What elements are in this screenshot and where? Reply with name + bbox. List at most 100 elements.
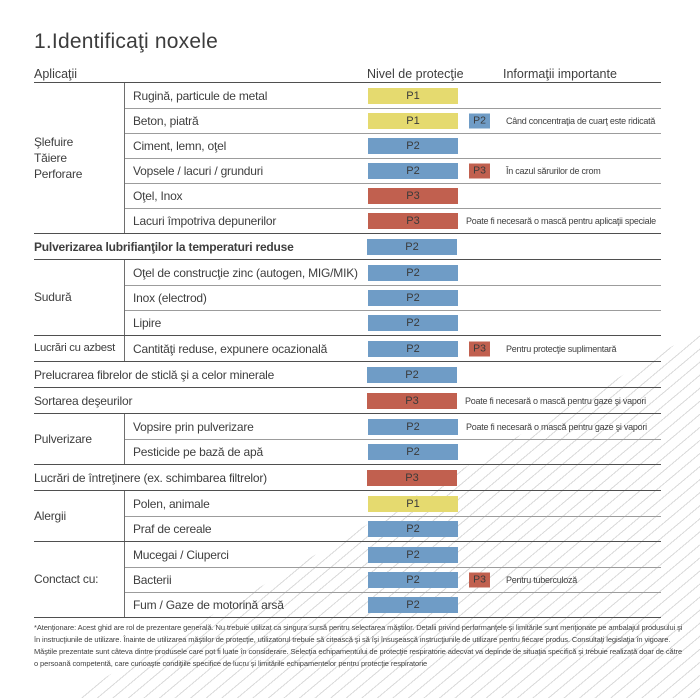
table-row: Oţel, Inox P3	[125, 183, 661, 208]
protection-badge: P1	[368, 113, 458, 129]
section-pulverizarea-lubrifiantilor: Pulverizarea lubrifianţilor la temperatu…	[34, 234, 661, 260]
protection-badge: P1	[368, 87, 458, 104]
group-rows: Polen, animale P1 Praf de cereale P2	[124, 491, 661, 541]
table-row: Bacterii P2 P3 Pentru tuberculoză	[125, 567, 661, 592]
application-label: Vopsele / lacuri / grunduri	[133, 164, 264, 178]
application-label: Lucrări de întreţinere (ex. schimbarea f…	[34, 470, 267, 485]
table-row: Pulverizarea lubrifianţilor la temperatu…	[34, 234, 661, 259]
hazard-table: Şlefuire Tăiere Perforare Rugină, partic…	[34, 82, 661, 618]
application-label: Ciment, lemn, oţel	[133, 139, 227, 153]
group-rows: Vopsire prin pulverizare P2 Poate fi nec…	[124, 414, 661, 464]
group-label: Alergii	[34, 508, 66, 523]
application-label: Pulverizarea lubrifianţilor la temperatu…	[34, 239, 294, 254]
table-row: Mucegai / Ciuperci P2	[125, 542, 661, 567]
group-rows: Prelucrarea fibrelor de sticlă şi a celo…	[34, 362, 661, 387]
table-row: Vopsele / lacuri / grunduri P2 P3 În caz…	[125, 158, 661, 183]
protection-badge-secondary: P3	[469, 572, 490, 588]
important-info-note: Când concentraţia de cuarţ este ridicată	[506, 116, 656, 126]
protection-badge-secondary: P2	[469, 113, 490, 129]
section-lucrari-cu-azbest: Lucrări cu azbest Cantităţi reduse, expu…	[34, 336, 661, 362]
group-rows: Cantităţi reduse, expunere ocazională P2…	[124, 336, 661, 361]
protection-badge: P3	[367, 392, 457, 409]
section-contact-cu: Conctact cu: Mucegai / Ciuperci P2 Bacte…	[34, 542, 661, 618]
application-label: Rugină, particule de metal	[133, 88, 268, 103]
group-rows: Sortarea deşeurilor P3 Poate fi necesară…	[34, 388, 661, 413]
section-sortarea-deseurilor: Sortarea deşeurilor P3 Poate fi necesară…	[34, 388, 661, 414]
protection-badge: P2	[368, 597, 458, 613]
table-row: Vopsire prin pulverizare P2 Poate fi nec…	[125, 414, 661, 439]
table-row: Ciment, lemn, oţel P2	[125, 133, 661, 158]
column-header-important-info: Informaţii importante	[503, 67, 617, 81]
group-rows: Mucegai / Ciuperci P2 Bacterii P2 P3 Pen…	[124, 542, 661, 617]
table-row: Oţel de construcţie zinc (autogen, MIG/M…	[125, 260, 661, 285]
protection-badge-secondary: P3	[469, 163, 490, 179]
protection-badge: P2	[368, 340, 458, 357]
group-rows: Oţel de construcţie zinc (autogen, MIG/M…	[124, 260, 661, 335]
application-label: Lipire	[133, 316, 162, 330]
application-label: Praf de cereale	[133, 522, 212, 536]
application-label: Lacuri împotriva depunerilor	[133, 214, 277, 228]
group-rows: Pulverizarea lubrifianţilor la temperatu…	[34, 234, 661, 259]
group-label: Şlefuire Tăiere Perforare	[34, 134, 83, 182]
section-pulverizare: Pulverizare Vopsire prin pulverizare P2 …	[34, 414, 661, 465]
section-lucrari-de-intretinere: Lucrări de întreţinere (ex. schimbarea f…	[34, 465, 661, 491]
protection-badge: P2	[368, 290, 458, 306]
important-info-note: Pentru protecţie suplimentară	[506, 343, 617, 354]
application-label: Fum / Gaze de motorină arsă	[133, 598, 284, 612]
protection-badge: P2	[367, 366, 457, 383]
table-row: Prelucrarea fibrelor de sticlă şi a celo…	[34, 362, 661, 387]
table-row: Beton, piatră P1 P2 Când concentraţia de…	[125, 108, 661, 133]
section-sudura: Sudură Oţel de construcţie zinc (autogen…	[34, 260, 661, 336]
table-row: Rugină, particule de metal P1	[125, 83, 661, 108]
section-slefuire-taiere-perforare: Şlefuire Tăiere Perforare Rugină, partic…	[34, 83, 661, 234]
protection-badge: P1	[368, 495, 458, 512]
important-info-note: Poate fi necesară o mască pentru gaze şi…	[465, 395, 646, 406]
protection-badge: P2	[368, 315, 458, 331]
important-info-note: Pentru tuberculoză	[506, 575, 578, 585]
group-label: Sudură	[34, 290, 72, 305]
table-row: Cantităţi reduse, expunere ocazională P2…	[125, 336, 661, 361]
important-info-note: Poate fi necesară o mască pentru gaze şi…	[466, 421, 647, 432]
column-headers: Aplicaţii Nivel de protecţie Informaţii …	[34, 63, 661, 81]
application-label: Cantităţi reduse, expunere ocazională	[133, 341, 328, 356]
protection-badge: P2	[368, 138, 458, 154]
group-rows: Lucrări de întreţinere (ex. schimbarea f…	[34, 465, 661, 490]
table-row: Pesticide pe bază de apă P2	[125, 439, 661, 464]
section-prelucrarea-fibrelor: Prelucrarea fibrelor de sticlă şi a celo…	[34, 362, 661, 388]
important-info-note: În cazul sărurilor de crom	[506, 166, 601, 176]
application-label: Sortarea deşeurilor	[34, 393, 133, 408]
table-row: Lucrări de întreţinere (ex. schimbarea f…	[34, 465, 661, 490]
group-label: Conctact cu:	[34, 572, 99, 587]
application-label: Vopsire prin pulverizare	[133, 419, 254, 434]
section-alergii: Alergii Polen, animale P1 Praf de cereal…	[34, 491, 661, 542]
application-label: Oţel, Inox	[133, 189, 183, 203]
application-label: Pesticide pe bază de apă	[133, 445, 263, 459]
protection-badge: P2	[368, 572, 458, 588]
protection-badge: P3	[368, 213, 458, 229]
protection-badge: P2	[367, 238, 457, 255]
application-label: Polen, animale	[133, 496, 210, 511]
important-info-note: Poate fi necesară o mască pentru aplicaţ…	[466, 216, 656, 226]
application-label: Inox (electrod)	[133, 291, 207, 305]
table-row: Lipire P2	[125, 310, 661, 335]
application-label: Bacterii	[133, 573, 172, 587]
application-label: Prelucrarea fibrelor de sticlă şi a celo…	[34, 367, 275, 382]
footnote: *Atenţionare: Acest ghid are rol de prez…	[34, 623, 683, 668]
table-row: Polen, animale P1	[125, 491, 661, 516]
protection-badge: P2	[368, 418, 458, 435]
protection-badge: P2	[368, 546, 458, 563]
table-row: Praf de cereale P2	[125, 516, 661, 541]
protection-badge: P2	[368, 444, 458, 460]
column-header-applications: Aplicaţii	[34, 67, 78, 81]
group-label: Lucrări cu azbest	[34, 341, 115, 354]
application-label: Mucegai / Ciuperci	[133, 547, 229, 562]
protection-badge: P3	[368, 188, 458, 204]
table-row: Fum / Gaze de motorină arsă P2	[125, 592, 661, 617]
protection-badge: P2	[368, 264, 458, 281]
protection-badge-secondary: P3	[469, 341, 490, 356]
table-row: Lacuri împotriva depunerilor P3 Poate fi…	[125, 208, 661, 233]
application-label: Oţel de construcţie zinc (autogen, MIG/M…	[133, 265, 358, 280]
page-title: 1.Identificaţi noxele	[34, 30, 218, 53]
protection-badge: P3	[367, 469, 457, 486]
group-label: Pulverizare	[34, 431, 92, 446]
